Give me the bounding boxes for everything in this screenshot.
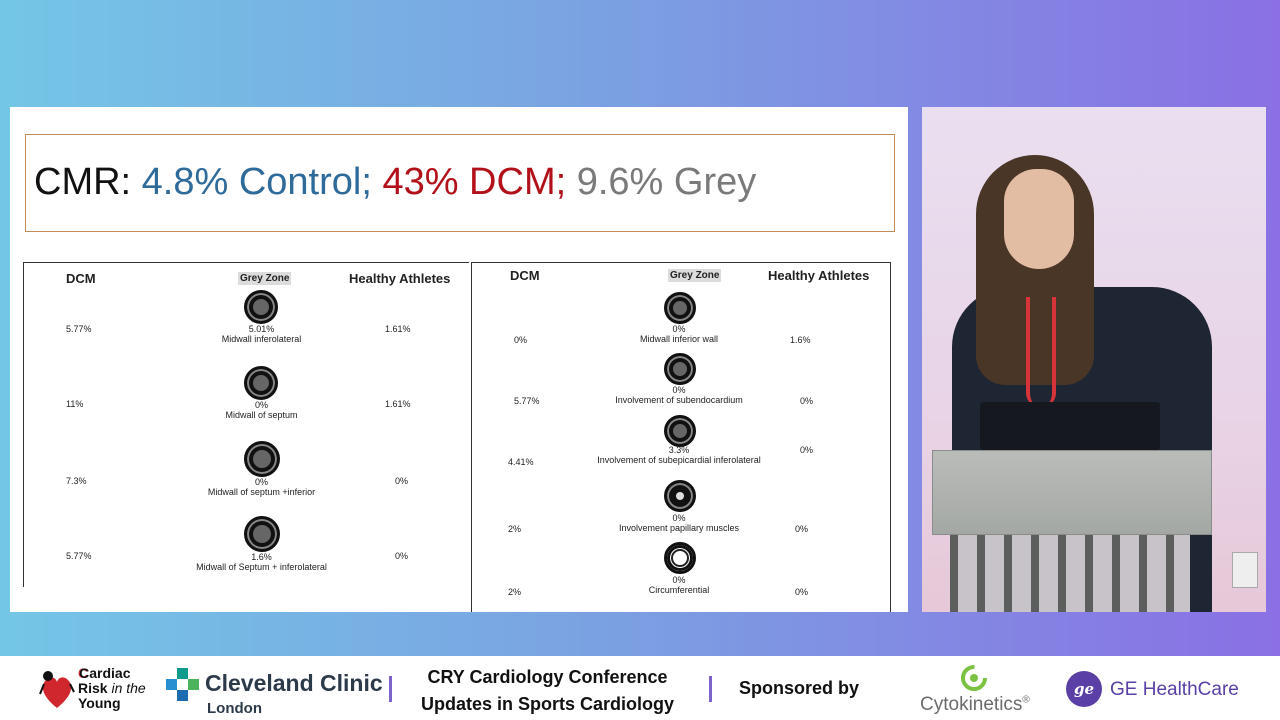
header-healthy-athletes: Healthy Athletes <box>349 271 451 286</box>
cry-line2a: Risk <box>78 680 108 696</box>
grey-zone-value: 3.3% <box>668 445 690 455</box>
title-prefix: CMR: <box>34 161 142 203</box>
dcm-value: 4.41% <box>508 457 534 467</box>
grey-zone-cell: 0% Midwall inferior wall <box>594 324 764 344</box>
healthy-value: 0% <box>795 524 809 534</box>
grey-zone-value: 0% <box>672 385 686 395</box>
header-grey-zone: Grey Zone <box>668 269 722 282</box>
grey-zone-value: 0% <box>672 324 686 334</box>
lge-pattern-icon <box>244 366 278 400</box>
dcm-value: 11% <box>66 399 84 409</box>
podium-legs <box>950 535 1190 612</box>
grey-zone-cell: 0% Involvement of subendocardium <box>594 385 764 405</box>
presentation-slide: CMR: 4.8% Control; 43% DCM; 9.6% Grey DC… <box>10 107 908 612</box>
lge-pattern-icon <box>244 441 280 477</box>
grey-zone-cell: 5.01% Midwall inferolateral <box>174 324 349 344</box>
speaker-video <box>922 107 1266 612</box>
right-findings-table: DCM Grey Zone Healthy Athletes 0% 0% Mid… <box>471 262 891 612</box>
cytokinetics-registered-mark: ® <box>1022 694 1030 706</box>
conference-title: CRY Cardiology Conference Updates in Spo… <box>405 664 690 718</box>
header-healthy-athletes: Healthy Athletes <box>768 268 870 283</box>
dcm-value: 5.77% <box>514 396 540 406</box>
cry-line2b: in the <box>107 680 146 696</box>
title-dcm: 43% DCM; <box>371 161 567 203</box>
header-grey-zone: Grey Zone <box>238 272 292 285</box>
sponsored-by-label: Sponsored by <box>739 678 860 698</box>
grey-zone-cell: 3.3% Involvement of subepicardial infero… <box>584 445 774 465</box>
lge-pattern-icon <box>244 516 280 552</box>
lge-pattern-icon <box>664 415 696 447</box>
dcm-value: 0% <box>514 335 528 345</box>
pattern-label: Midwall of Septum + inferolateral <box>196 562 327 572</box>
cytokinetics-name: Cytokinetics <box>920 694 1023 715</box>
cleveland-clinic-name: Cleveland Clinic <box>205 670 383 696</box>
cry-wordmark: CCardiac Risk in the Young <box>78 665 146 711</box>
lge-pattern-icon <box>664 353 696 385</box>
pattern-label: Midwall inferolateral <box>221 334 302 344</box>
grey-zone-value: 0% <box>672 513 686 523</box>
grey-zone-cell: 0% Involvement papillary muscles <box>594 513 764 533</box>
grey-zone-cell: 0% Circumferential <box>594 575 764 595</box>
pattern-label: Midwall of septum +inferior <box>207 487 316 497</box>
grey-zone-value: 1.6% <box>251 552 272 562</box>
healthy-value: 0% <box>795 587 809 597</box>
pattern-label: Midwall inferior wall <box>639 334 719 344</box>
cytokinetics-logo: Cytokinetics® <box>920 694 1030 716</box>
lge-pattern-icon <box>664 292 696 324</box>
healthy-value: 1.61% <box>385 324 411 334</box>
left-findings-table: DCM Grey Zone Healthy Athletes 5.77% 5.0… <box>23 262 469 587</box>
healthy-value: 1.6% <box>790 335 811 345</box>
grey-zone-cell: 0% Midwall of septum <box>174 400 349 420</box>
ge-healthcare-logo: GE HealthCare <box>1110 679 1239 700</box>
healthy-value: 0% <box>800 396 814 406</box>
grey-zone-value: 0% <box>254 400 268 410</box>
laptop <box>980 402 1160 450</box>
lge-pattern-icon <box>664 542 696 574</box>
title-grey: 9.6% Grey <box>566 161 757 203</box>
header-dcm: DCM <box>66 271 96 286</box>
header-dcm: DCM <box>510 268 540 283</box>
grey-zone-value: 0% <box>254 477 268 487</box>
dcm-value: 5.77% <box>66 551 92 561</box>
ge-monogram-icon: ge <box>1066 671 1102 707</box>
cleveland-clinic-logo-icon <box>166 668 199 701</box>
grey-zone-value: 0% <box>672 575 686 585</box>
footer-banner: CCardiac Risk in the Young Cleveland Cli… <box>0 656 1280 720</box>
speaker-face <box>1004 169 1074 269</box>
title-control: 4.8% Control; <box>141 161 372 203</box>
lge-pattern-icon <box>244 290 278 324</box>
dcm-value: 7.3% <box>66 476 87 486</box>
grey-zone-value: 5.01% <box>248 324 275 334</box>
cytokinetics-logo-icon <box>961 665 987 691</box>
dcm-value: 5.77% <box>66 324 92 334</box>
healthy-value: 0% <box>800 445 814 455</box>
grey-zone-cell: 1.6% Midwall of Septum + inferolateral <box>174 552 349 572</box>
dcm-value: 2% <box>508 524 522 534</box>
cry-line1: Cardiac <box>79 665 131 681</box>
pattern-label: Involvement of subendocardium <box>615 395 743 405</box>
cry-heart-logo-icon <box>39 671 75 708</box>
footer-divider <box>389 676 392 702</box>
conference-line2: Updates in Sports Cardiology <box>420 694 675 714</box>
pattern-label: Circumferential <box>648 585 710 595</box>
podium <box>932 450 1212 535</box>
pattern-label: Involvement papillary muscles <box>618 523 740 533</box>
healthy-value: 0% <box>395 476 409 486</box>
slide-title: CMR: 4.8% Control; 43% DCM; 9.6% Grey <box>25 134 895 232</box>
grey-zone-cell: 0% Midwall of septum +inferior <box>174 477 349 497</box>
lge-pattern-icon <box>664 480 696 512</box>
pattern-label: Midwall of septum <box>225 410 298 420</box>
wall-switch <box>1232 552 1258 588</box>
dcm-value: 2% <box>508 587 522 597</box>
lanyard <box>1026 297 1056 407</box>
footer-divider <box>709 676 712 702</box>
conference-line1: CRY Cardiology Conference <box>427 667 668 687</box>
pattern-label: Involvement of subepicardial inferolater… <box>597 455 761 465</box>
healthy-value: 0% <box>395 551 409 561</box>
healthy-value: 1.61% <box>385 399 411 409</box>
cry-line3: Young <box>78 695 121 711</box>
cleveland-clinic-location: London <box>207 700 262 717</box>
